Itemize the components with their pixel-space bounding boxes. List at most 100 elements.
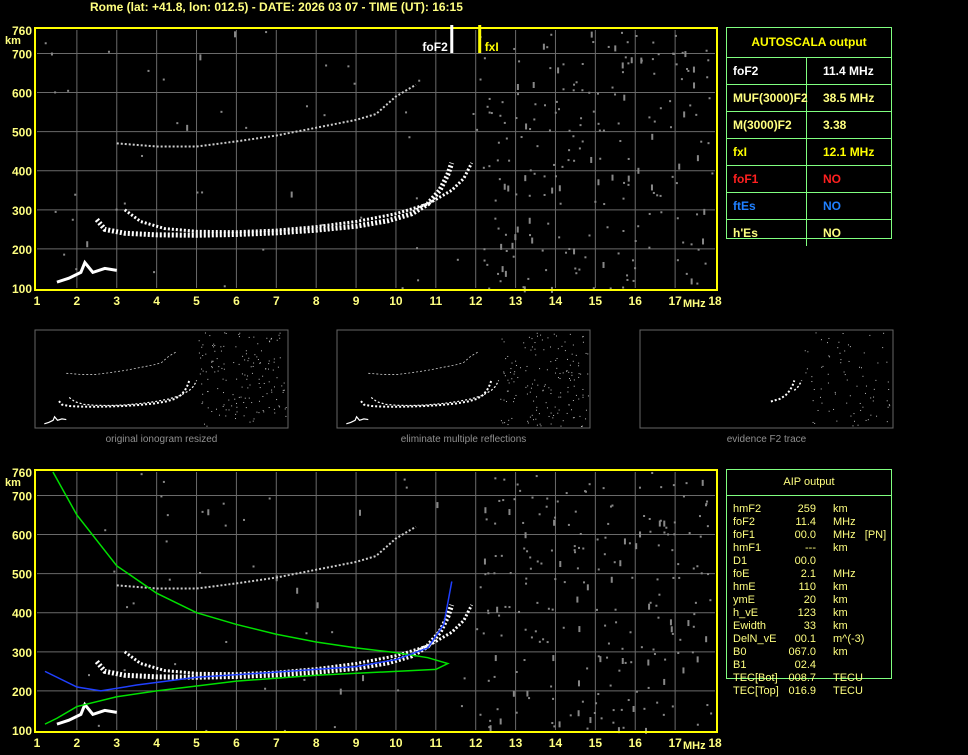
x-axis-label: MHz [683,298,706,310]
noise-dot [482,632,485,635]
noise-dot [828,355,830,357]
noise-dot [833,408,835,410]
noise-dot [225,332,227,334]
noise-dot [882,347,884,349]
noise-dot [877,362,879,364]
noise-dot [843,371,845,373]
noise-dot [548,415,550,417]
noise-dot [707,142,710,145]
noise-dot [632,279,635,282]
noise-dot [604,624,607,627]
x-tick-label: 14 [549,294,563,308]
noise-dot [249,421,251,423]
noise-dot [479,586,482,589]
aip-param: D1 [733,555,748,567]
noise-dot [599,157,602,160]
x-tick-label: 17 [668,294,682,308]
x-tick-label: 8 [313,294,320,308]
noise-dot [673,533,676,536]
noise-dot [489,725,492,732]
noise-dot [554,372,556,374]
noise-dot [569,714,572,717]
noise-dot [582,396,584,398]
noise-dot [550,685,553,688]
noise-dot [243,415,245,417]
noise-dot [839,352,841,354]
noise-dot [523,547,526,550]
noise-dot [273,358,275,360]
noise-dot [569,378,571,380]
noise-dot [488,165,491,168]
noise-dot [586,584,589,591]
noise-dot [539,368,541,370]
noise-dot [575,272,578,275]
noise-dot [564,350,566,352]
x-mode-trace [123,162,474,234]
aip-param: TEC[Top] [733,685,779,697]
noise-dot [74,193,77,196]
noise-dot [203,423,205,425]
noise-dot [279,357,281,359]
noise-dot [256,356,258,358]
noise-dot [268,381,270,383]
noise-dot [436,502,439,509]
noise-dot [558,409,560,411]
noise-dot [657,544,660,547]
noise-dot [553,414,555,416]
noise-dot [678,163,681,170]
noise-dot [238,363,240,365]
aip-value: 00.0 [794,555,816,567]
noise-dot [671,705,674,708]
noise-dot [535,418,537,420]
noise-dot [529,128,532,131]
noise-dot [224,332,226,334]
noise-dot [240,396,242,398]
noise-dot [682,667,685,674]
autoscala-row: h'Es NO [727,220,891,246]
noise-dot [573,545,576,548]
noise-dot [648,116,651,119]
aip-unit: MHz [833,568,856,580]
noise-dot [527,422,529,424]
aip-param: B1 [733,659,747,671]
noise-dot [242,355,244,357]
noise-dot [807,351,809,353]
noise-dot [494,655,497,662]
noise-dot [849,395,851,397]
aip-unit: MHz [833,516,856,528]
noise-dot [531,414,533,416]
noise-dot [405,111,408,114]
noise-dot [834,391,836,393]
noise-dot [586,727,589,730]
y-tick-label: 200 [12,685,32,699]
fxi-marker-label: fxI [485,40,499,54]
noise-dot [533,400,535,402]
noise-dot [87,674,90,677]
y-tick-label: 700 [12,47,32,61]
aip-param: B0 [733,646,747,658]
noise-dot [556,367,558,369]
noise-dot [711,172,714,175]
noise-dot [97,724,100,727]
noise-dot [545,402,547,404]
noise-dot [235,346,237,348]
noise-dot [819,396,821,398]
noise-dot [582,341,584,343]
noise-dot [886,400,888,402]
noise-dot [551,722,554,725]
noise-dot [635,690,638,693]
noise-dot [553,725,556,728]
noise-dot [113,570,116,573]
noise-dot [860,409,862,411]
aip-param: Ewidth [733,620,767,632]
noise-dot [523,659,526,662]
noise-dot [488,287,491,290]
noise-dot [276,339,278,341]
x-tick-label: 11 [429,294,442,308]
noise-dot [485,518,488,521]
noise-dot [536,145,539,148]
noise-dot [550,423,552,425]
aip-row: h_vE 123 km [733,607,881,620]
noise-dot [588,91,591,94]
noise-dot [572,417,574,419]
